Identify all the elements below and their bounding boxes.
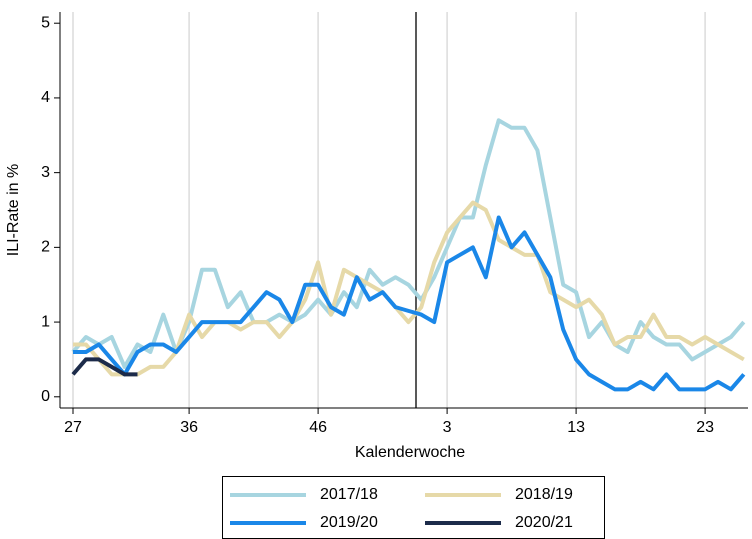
series-line bbox=[71, 357, 138, 377]
legend-label: 2020/21 bbox=[515, 514, 573, 531]
y-tick-label: 4 bbox=[41, 89, 50, 106]
legend-label: 2017/18 bbox=[320, 486, 378, 503]
x-tick-label: 36 bbox=[180, 419, 198, 436]
x-tick-label: 27 bbox=[64, 419, 82, 436]
x-tick-label: 3 bbox=[443, 419, 452, 436]
y-tick-label: 2 bbox=[41, 239, 50, 256]
y-tick-label: 1 bbox=[41, 313, 50, 330]
x-tick-label: 13 bbox=[567, 419, 585, 436]
y-tick-label: 0 bbox=[41, 388, 50, 405]
y-tick-label: 3 bbox=[41, 164, 50, 181]
x-tick-label: 23 bbox=[696, 419, 714, 436]
x-tick-label: 46 bbox=[309, 419, 327, 436]
y-axis-label: ILI-Rate in % bbox=[5, 164, 22, 256]
x-axis-label: Kalenderwoche bbox=[355, 444, 465, 461]
series-line bbox=[73, 200, 745, 377]
series-line bbox=[73, 215, 746, 392]
legend-label: 2019/20 bbox=[320, 514, 378, 531]
y-tick-label: 5 bbox=[41, 14, 50, 31]
legend-label: 2018/19 bbox=[515, 486, 573, 503]
